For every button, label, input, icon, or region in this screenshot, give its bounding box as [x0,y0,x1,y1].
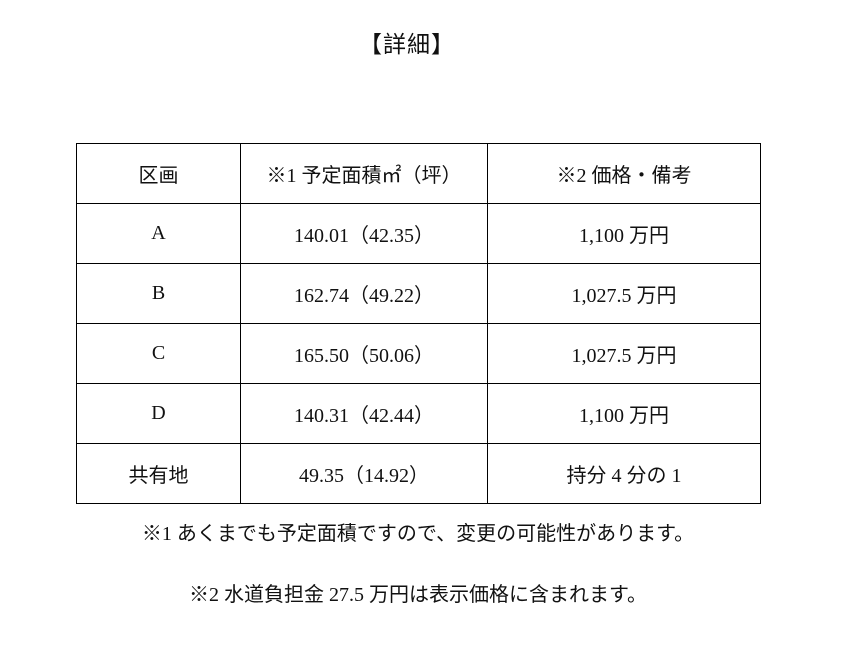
cell-section: C [76,323,241,384]
table-row: D 140.31（42.44） 1,100 万円 [76,383,761,444]
table-row: C 165.50（50.06） 1,027.5 万円 [76,323,761,384]
footnotes: ※1 あくまでも予定面積ですので、変更の可能性があります。 ※2 水道負担金 2… [76,520,760,609]
table-row: B 162.74（49.22） 1,027.5 万円 [76,263,761,324]
cell-area: 140.01（42.35） [240,203,488,264]
cell-price: 1,100 万円 [487,383,761,444]
cell-area: 49.35（14.92） [240,443,488,504]
cell-price: 1,027.5 万円 [487,263,761,324]
cell-section: B [76,263,241,324]
footnote-area-disclaimer: ※1 あくまでも予定面積ですので、変更の可能性があります。 [141,523,695,545]
table-header-row: 区画 ※1 予定面積㎡（坪） ※2 価格・備考 [76,143,761,204]
cell-section: 共有地 [76,443,241,504]
table-row: 共有地 49.35（14.92） 持分 4 分の 1 [76,443,761,504]
header-price: ※2 価格・備考 [487,143,761,204]
cell-area: 165.50（50.06） [240,323,488,384]
footnote-water-fee: ※2 水道負担金 27.5 万円は表示価格に含まれます。 [189,584,647,606]
cell-price: 1,100 万円 [487,203,761,264]
cell-price: 1,027.5 万円 [487,323,761,384]
cell-price: 持分 4 分の 1 [487,443,761,504]
page-title: 【詳細】 [359,32,455,57]
cell-section: D [76,383,241,444]
header-area: ※1 予定面積㎡（坪） [240,143,488,204]
document-page: 【詳細】 区画 ※1 予定面積㎡（坪） ※2 価格・備考 A 140.01（42… [76,0,761,609]
detail-table: 区画 ※1 予定面積㎡（坪） ※2 価格・備考 A 140.01（42.35） … [76,143,761,504]
cell-area: 162.74（49.22） [240,263,488,324]
header-section: 区画 [76,143,241,204]
table-row: A 140.01（42.35） 1,100 万円 [76,203,761,264]
cell-section: A [76,203,241,264]
cell-area: 140.31（42.44） [240,383,488,444]
